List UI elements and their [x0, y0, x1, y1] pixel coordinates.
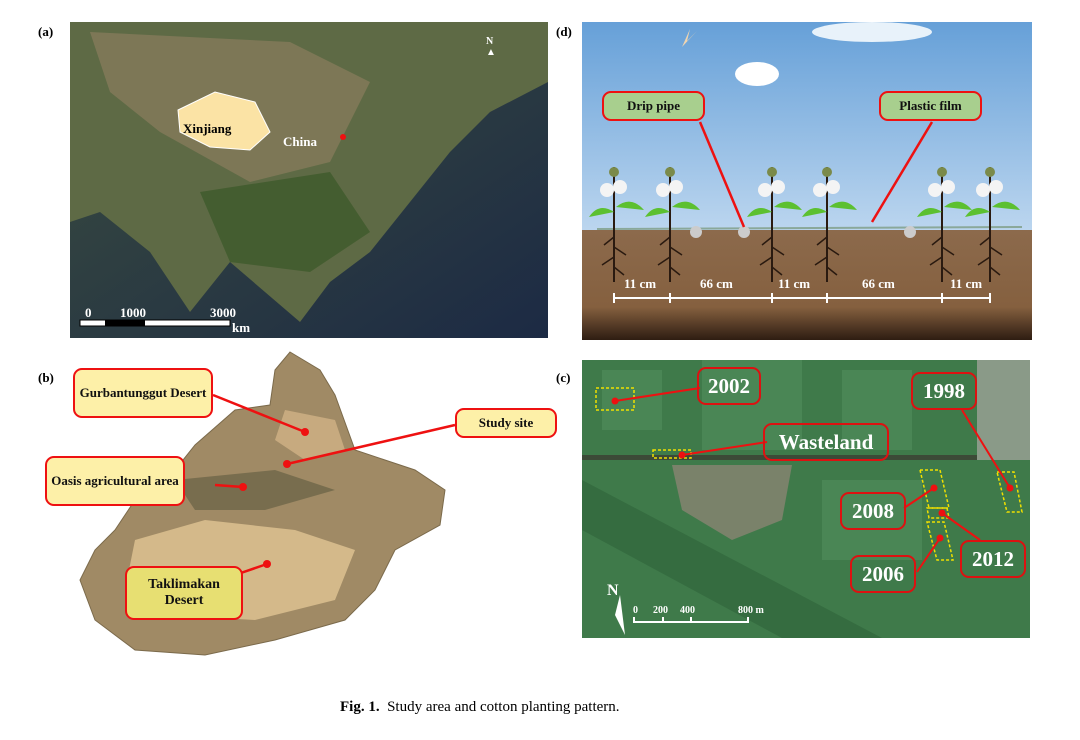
scale-tick: 1000 — [120, 305, 146, 320]
callout-drip-pipe: Drip pipe — [602, 91, 705, 121]
panel-c-label: (c) — [556, 370, 571, 385]
scale-tick: 400 — [680, 605, 695, 616]
callout-1998: 1998 — [911, 372, 977, 410]
cotton-plant — [645, 167, 700, 282]
callout-oasis-agricultural-area: Oasis agricultural area — [45, 456, 185, 506]
scale-tick: 200 — [653, 605, 668, 616]
panel-d-planting-diagram — [582, 22, 1032, 340]
callout-wasteland: Wasteland — [763, 423, 889, 461]
xinjiang-label: Xinjiang — [183, 121, 232, 136]
scale-unit: km — [232, 320, 251, 335]
callout-taklimakan-desert: Taklimakan Desert — [125, 566, 243, 620]
panel-c-satellite-image — [582, 360, 1030, 638]
cotton-plant — [747, 167, 802, 282]
xinjiang-region-shape — [177, 91, 271, 151]
bird-icon — [682, 29, 697, 47]
caption-prefix: Fig. 1. — [340, 699, 380, 715]
panel-a-label: (a) — [38, 24, 54, 39]
callout-plastic-film: Plastic film — [879, 91, 982, 121]
cotton-plant — [802, 167, 857, 282]
figure-caption: Fig. 1. Study area and cotton planting p… — [340, 699, 620, 716]
panel-d-label: (d) — [556, 24, 572, 39]
north-arrow-icon — [615, 595, 625, 635]
callout-2002: 2002 — [697, 367, 761, 405]
china-label: China — [283, 134, 317, 149]
scale-tick: 0 — [85, 305, 92, 320]
spacing-label: 11 cm — [778, 276, 811, 291]
callout-2012: 2012 — [960, 540, 1026, 578]
north-label: N — [607, 582, 619, 599]
scale-tick: 3000 — [210, 305, 236, 320]
callout-2008: 2008 — [840, 492, 906, 530]
cotton-plant — [917, 167, 972, 282]
spacing-label: 66 cm — [862, 276, 895, 291]
panel-a-satellite-map — [70, 22, 548, 338]
spacing-label: 11 cm — [950, 276, 983, 291]
cotton-plant — [965, 167, 1020, 282]
callout-2006: 2006 — [850, 555, 916, 593]
callout-gurbantunggut-desert: Gurbantunggut Desert — [73, 368, 213, 418]
spacing-scale-bar — [613, 293, 991, 303]
north-arrow-icon: N ▲ — [486, 36, 496, 58]
caption-text: Study area and cotton planting pattern. — [387, 699, 620, 715]
callout-study-site: Study site — [455, 408, 557, 438]
panel-b-label: (b) — [38, 370, 54, 385]
cotton-plant — [589, 167, 644, 282]
spacing-label: 66 cm — [700, 276, 733, 291]
scale-tick: 800 m — [738, 605, 764, 616]
cotton-plants — [589, 167, 1020, 282]
scale-tick: 0 — [633, 605, 638, 616]
spacing-label: 11 cm — [624, 276, 657, 291]
